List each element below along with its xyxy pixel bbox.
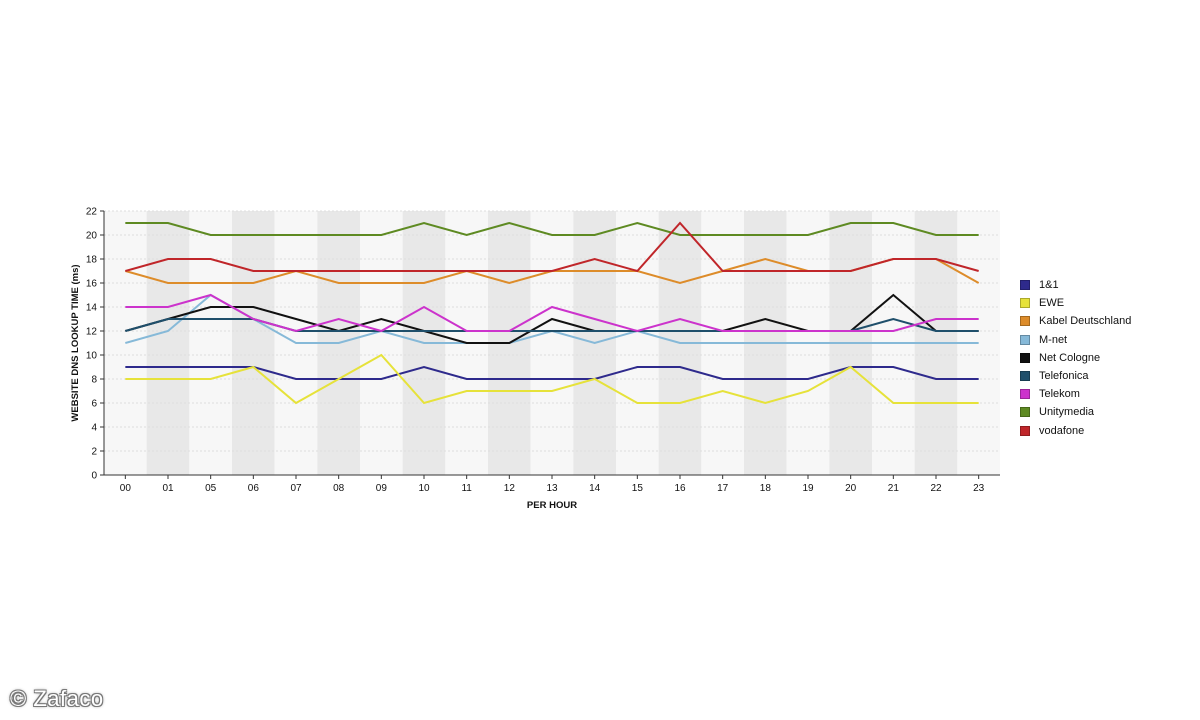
x-tick-label: 16 <box>674 483 686 494</box>
y-tick-label: 20 <box>86 231 98 242</box>
series-line <box>125 221 979 237</box>
x-tick-label: 15 <box>632 483 644 494</box>
x-band <box>232 211 275 475</box>
y-tick-label: 12 <box>86 327 98 338</box>
legend-swatch <box>1020 352 1030 363</box>
legend-swatch <box>1020 316 1030 327</box>
legend-swatch <box>1020 425 1030 436</box>
y-tick-label: 0 <box>91 471 97 482</box>
y-tick-label: 14 <box>86 303 98 314</box>
legend-item: M-net <box>1020 331 1131 349</box>
legend-label: Net Cologne <box>1039 351 1101 364</box>
x-tick-label: 23 <box>973 483 985 494</box>
x-band <box>146 211 190 475</box>
x-tick-label: 05 <box>205 483 217 494</box>
legend-swatch <box>1020 298 1030 309</box>
y-tick-label: 6 <box>91 399 97 410</box>
x-tick-label: 06 <box>248 483 260 494</box>
y-tick-label: 8 <box>91 375 97 386</box>
legend-swatch <box>1020 334 1030 345</box>
x-axis-title: PER HOUR <box>527 500 577 511</box>
series-line <box>125 353 979 405</box>
legend-swatch <box>1020 389 1030 400</box>
legend-label: Unitymedia <box>1039 406 1095 419</box>
legend-swatch <box>1020 371 1030 382</box>
y-tick-label: 10 <box>86 351 98 362</box>
legend-item: Telefonica <box>1020 367 1131 385</box>
copyright-watermark: © Zafaco <box>10 686 104 711</box>
x-tick-label: 00 <box>120 483 132 494</box>
x-tick-label: 19 <box>802 483 814 494</box>
legend-item: Telekom <box>1020 385 1131 403</box>
y-tick-label: 4 <box>91 423 97 434</box>
legend-label: Kabel Deutschland <box>1039 315 1132 328</box>
legend-item: Unitymedia <box>1020 403 1131 421</box>
y-tick-label: 2 <box>91 447 97 458</box>
legend-item: Net Cologne <box>1020 349 1131 367</box>
x-tick-label: 08 <box>333 483 345 494</box>
legend-item: vodafone <box>1020 422 1131 440</box>
y-tick-label: 22 <box>86 207 98 218</box>
y-axis-title: WEBSITE DNS LOOKUP TIME (ms) <box>70 264 81 421</box>
x-tick-label: 20 <box>845 483 857 494</box>
x-tick-label: 18 <box>760 483 772 494</box>
x-tick-label: 09 <box>376 483 388 494</box>
series-line <box>125 365 979 380</box>
legend-label: Telekom <box>1039 388 1080 401</box>
series-line <box>125 293 979 333</box>
x-tick-label: 17 <box>717 483 729 494</box>
y-tick-label: 16 <box>86 279 98 290</box>
x-tick-label: 22 <box>930 483 942 494</box>
y-tick-label: 18 <box>86 255 98 266</box>
legend-label: 1&1 <box>1039 279 1059 292</box>
series-line <box>125 221 979 273</box>
legend-swatch <box>1020 280 1030 291</box>
x-band <box>189 211 232 475</box>
legend-item: EWE <box>1020 294 1131 312</box>
x-tick-label: 11 <box>461 483 472 494</box>
legend-label: M-net <box>1039 333 1068 346</box>
x-tick-label: 13 <box>546 483 558 494</box>
legend-item: Kabel Deutschland <box>1020 312 1131 330</box>
legend-label: EWE <box>1039 297 1065 310</box>
x-tick-label: 10 <box>418 483 430 494</box>
chart-legend: 1&1 EWE Kabel Deutschland M-net Net Cologne T… <box>1020 276 1131 440</box>
legend-label: Telefonica <box>1039 370 1089 383</box>
x-tick-label: 14 <box>589 483 601 494</box>
x-band <box>530 211 574 475</box>
legend-item: 1&1 <box>1020 276 1131 294</box>
legend-swatch <box>1020 407 1030 418</box>
x-tick-label: 01 <box>162 483 174 494</box>
x-tick-label: 07 <box>290 483 302 494</box>
x-band <box>360 211 403 475</box>
x-band <box>616 211 659 475</box>
x-tick-label: 21 <box>888 483 900 494</box>
legend-label: vodafone <box>1039 424 1085 437</box>
x-tick-label: 12 <box>504 483 516 494</box>
